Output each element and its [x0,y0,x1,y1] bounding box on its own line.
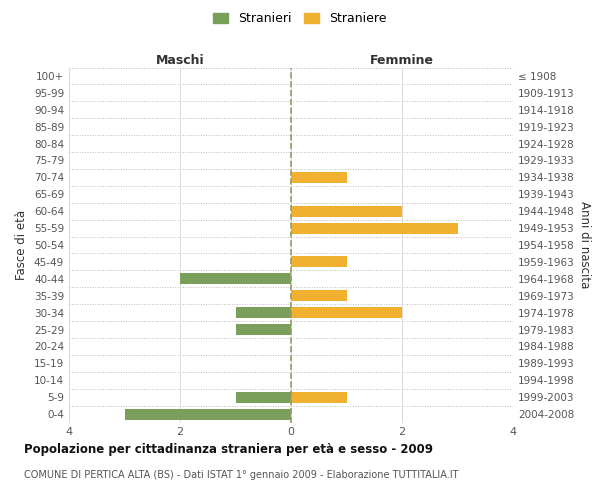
Bar [235,392,291,402]
Bar [291,307,402,318]
Y-axis label: Fasce di età: Fasce di età [16,210,28,280]
Text: Maschi: Maschi [155,54,205,68]
Bar [291,392,347,402]
Text: Popolazione per cittadinanza straniera per età e sesso - 2009: Popolazione per cittadinanza straniera p… [24,442,433,456]
Bar [291,256,347,268]
Bar [180,274,291,284]
Text: Femmine: Femmine [370,54,434,68]
Bar [291,290,347,301]
Bar [291,222,458,234]
Bar [235,324,291,335]
Bar [125,408,291,420]
Y-axis label: Anni di nascita: Anni di nascita [578,202,591,288]
Bar [291,172,347,183]
Legend: Stranieri, Straniere: Stranieri, Straniere [208,7,392,30]
Bar [291,206,402,216]
Bar [235,307,291,318]
Text: COMUNE DI PERTICA ALTA (BS) - Dati ISTAT 1° gennaio 2009 - Elaborazione TUTTITAL: COMUNE DI PERTICA ALTA (BS) - Dati ISTAT… [24,470,458,480]
